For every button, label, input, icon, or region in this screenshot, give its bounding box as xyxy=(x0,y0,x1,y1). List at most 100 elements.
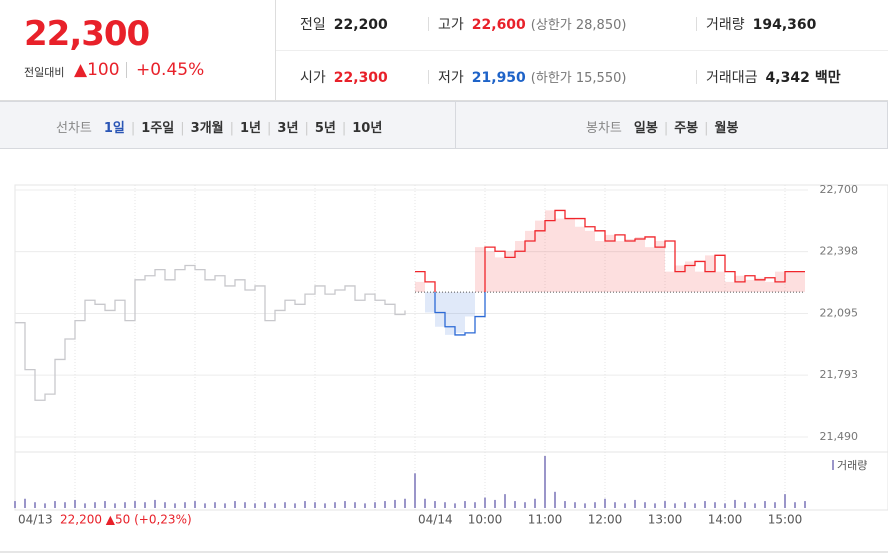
volume-bar xyxy=(714,502,716,508)
volume-bar xyxy=(214,502,216,508)
x-tick-label: 12:00 xyxy=(588,513,623,527)
volume-bar xyxy=(354,502,356,508)
y-tick-label: 22,398 xyxy=(820,245,859,258)
volume-bar xyxy=(34,502,36,508)
divider: | xyxy=(704,121,709,136)
x-tick-label: 10:00 xyxy=(468,513,503,527)
x-tick-label: 04/13 xyxy=(18,513,53,527)
change-label: 전일대비 xyxy=(24,66,65,79)
volume-bar xyxy=(774,502,776,508)
divider xyxy=(696,70,697,84)
divider: | xyxy=(663,121,669,136)
period-option[interactable]: 1주일 xyxy=(141,121,175,136)
volume-bar xyxy=(654,503,656,508)
candle-option[interactable]: 주봉 xyxy=(674,121,699,136)
volume-bar xyxy=(344,501,346,508)
line-chart-options: 선차트 1일 | 1주일 | 3개월 | 1년 | 3년 | 5년 | 10년 xyxy=(50,117,388,136)
change: ▲100 xyxy=(74,60,120,80)
volume-bar xyxy=(604,498,606,508)
stat-value: 22,300 xyxy=(333,70,388,86)
volume-bar xyxy=(334,502,336,508)
y-tick-label: 21,490 xyxy=(820,430,859,443)
candle-option[interactable]: 월봉 xyxy=(714,121,739,136)
candle-option[interactable]: 일봉 xyxy=(633,121,658,136)
period-option[interactable]: 10년 xyxy=(352,121,383,136)
x-tick-label: 04/14 xyxy=(418,513,453,527)
volume-bar xyxy=(154,499,156,508)
change-pct: +0.45% xyxy=(136,60,205,80)
divider xyxy=(275,0,276,100)
volume-bar xyxy=(454,503,456,508)
price-frame xyxy=(14,184,888,453)
volume-bar xyxy=(254,503,256,508)
volume-bar xyxy=(424,498,426,508)
y-tick-label: 21,793 xyxy=(820,368,859,381)
volume-bar xyxy=(614,502,616,508)
stat: 전일 22,200 xyxy=(300,14,388,34)
volume-bar xyxy=(554,491,556,508)
volume-bar xyxy=(14,501,16,508)
volume-bar xyxy=(514,501,516,508)
period-option[interactable]: 1년 xyxy=(240,121,262,136)
volume-bar xyxy=(394,499,396,508)
volume-bar xyxy=(754,503,756,508)
toolbar-label: 봉차트 xyxy=(586,121,622,136)
volume-bar xyxy=(94,502,96,508)
volume-bar xyxy=(664,501,666,508)
stat-value: 21,950 xyxy=(471,70,526,86)
x-tick-label: 15:00 xyxy=(768,513,803,527)
volume-bar xyxy=(114,503,116,508)
volume-bar xyxy=(404,498,406,508)
period-option[interactable]: 3개월 xyxy=(190,121,224,136)
y-tick-label: 22,700 xyxy=(820,183,859,196)
volume-bar xyxy=(684,502,686,508)
volume-bar xyxy=(234,501,236,508)
stat-label: 거래대금 xyxy=(706,70,758,86)
volume-bar xyxy=(194,501,196,508)
volume-bar xyxy=(524,502,526,508)
volume-bar xyxy=(304,501,306,508)
volume-bar xyxy=(734,499,736,508)
volume-bar xyxy=(724,503,726,508)
volume-bar xyxy=(134,501,136,508)
volume-bar xyxy=(464,501,466,508)
stat-label: 거래량 xyxy=(706,17,745,33)
volume-bar xyxy=(504,494,506,508)
area-up xyxy=(415,210,805,293)
volume-bar xyxy=(674,503,676,508)
volume-bar xyxy=(174,503,176,508)
volume-bar xyxy=(444,502,446,508)
stat-label: 고가 xyxy=(438,17,464,33)
volume-bar xyxy=(574,502,576,508)
y-tick-label: 22,095 xyxy=(820,307,859,320)
prev-day-annotation: 22,200 ▲50 (+0,23%) xyxy=(60,513,192,527)
stat: 고가 22,600 (상한가 28,850) xyxy=(438,14,626,34)
volume-bar xyxy=(384,501,386,508)
volume-bar xyxy=(564,501,566,508)
volume-bar xyxy=(84,503,86,508)
volume-bar xyxy=(294,503,296,508)
toolbar: 선차트 1일 | 1주일 | 3개월 | 1년 | 3년 | 5년 | 10년 봉차트 일봉 | 주봉 | 월봉 xyxy=(0,101,888,149)
stat-label: 전일 xyxy=(300,17,326,33)
stat-value: 194,360 xyxy=(752,17,817,33)
area-down xyxy=(425,292,475,335)
volume-bar xyxy=(584,503,586,508)
x-tick-label: 11:00 xyxy=(528,513,563,527)
period-option[interactable]: 5년 xyxy=(314,121,336,136)
divider: | xyxy=(341,121,347,136)
divider xyxy=(455,102,456,148)
period-option[interactable]: 1일 xyxy=(103,121,125,136)
period-option[interactable]: 3년 xyxy=(277,121,299,136)
stat-sub: (상한가 28,850) xyxy=(530,18,627,33)
stat: 거래대금 4,342 백만 xyxy=(706,67,841,87)
volume-bar xyxy=(264,502,266,508)
price-line xyxy=(15,264,406,401)
volume-bar xyxy=(284,502,286,508)
price-line-up xyxy=(415,209,805,293)
volume-bar xyxy=(104,501,106,508)
volume-bar xyxy=(124,502,126,508)
volume-bar xyxy=(534,498,536,508)
volume-bar xyxy=(794,502,796,508)
volume-bar xyxy=(474,502,476,508)
stat: 거래량 194,360 xyxy=(706,14,816,34)
